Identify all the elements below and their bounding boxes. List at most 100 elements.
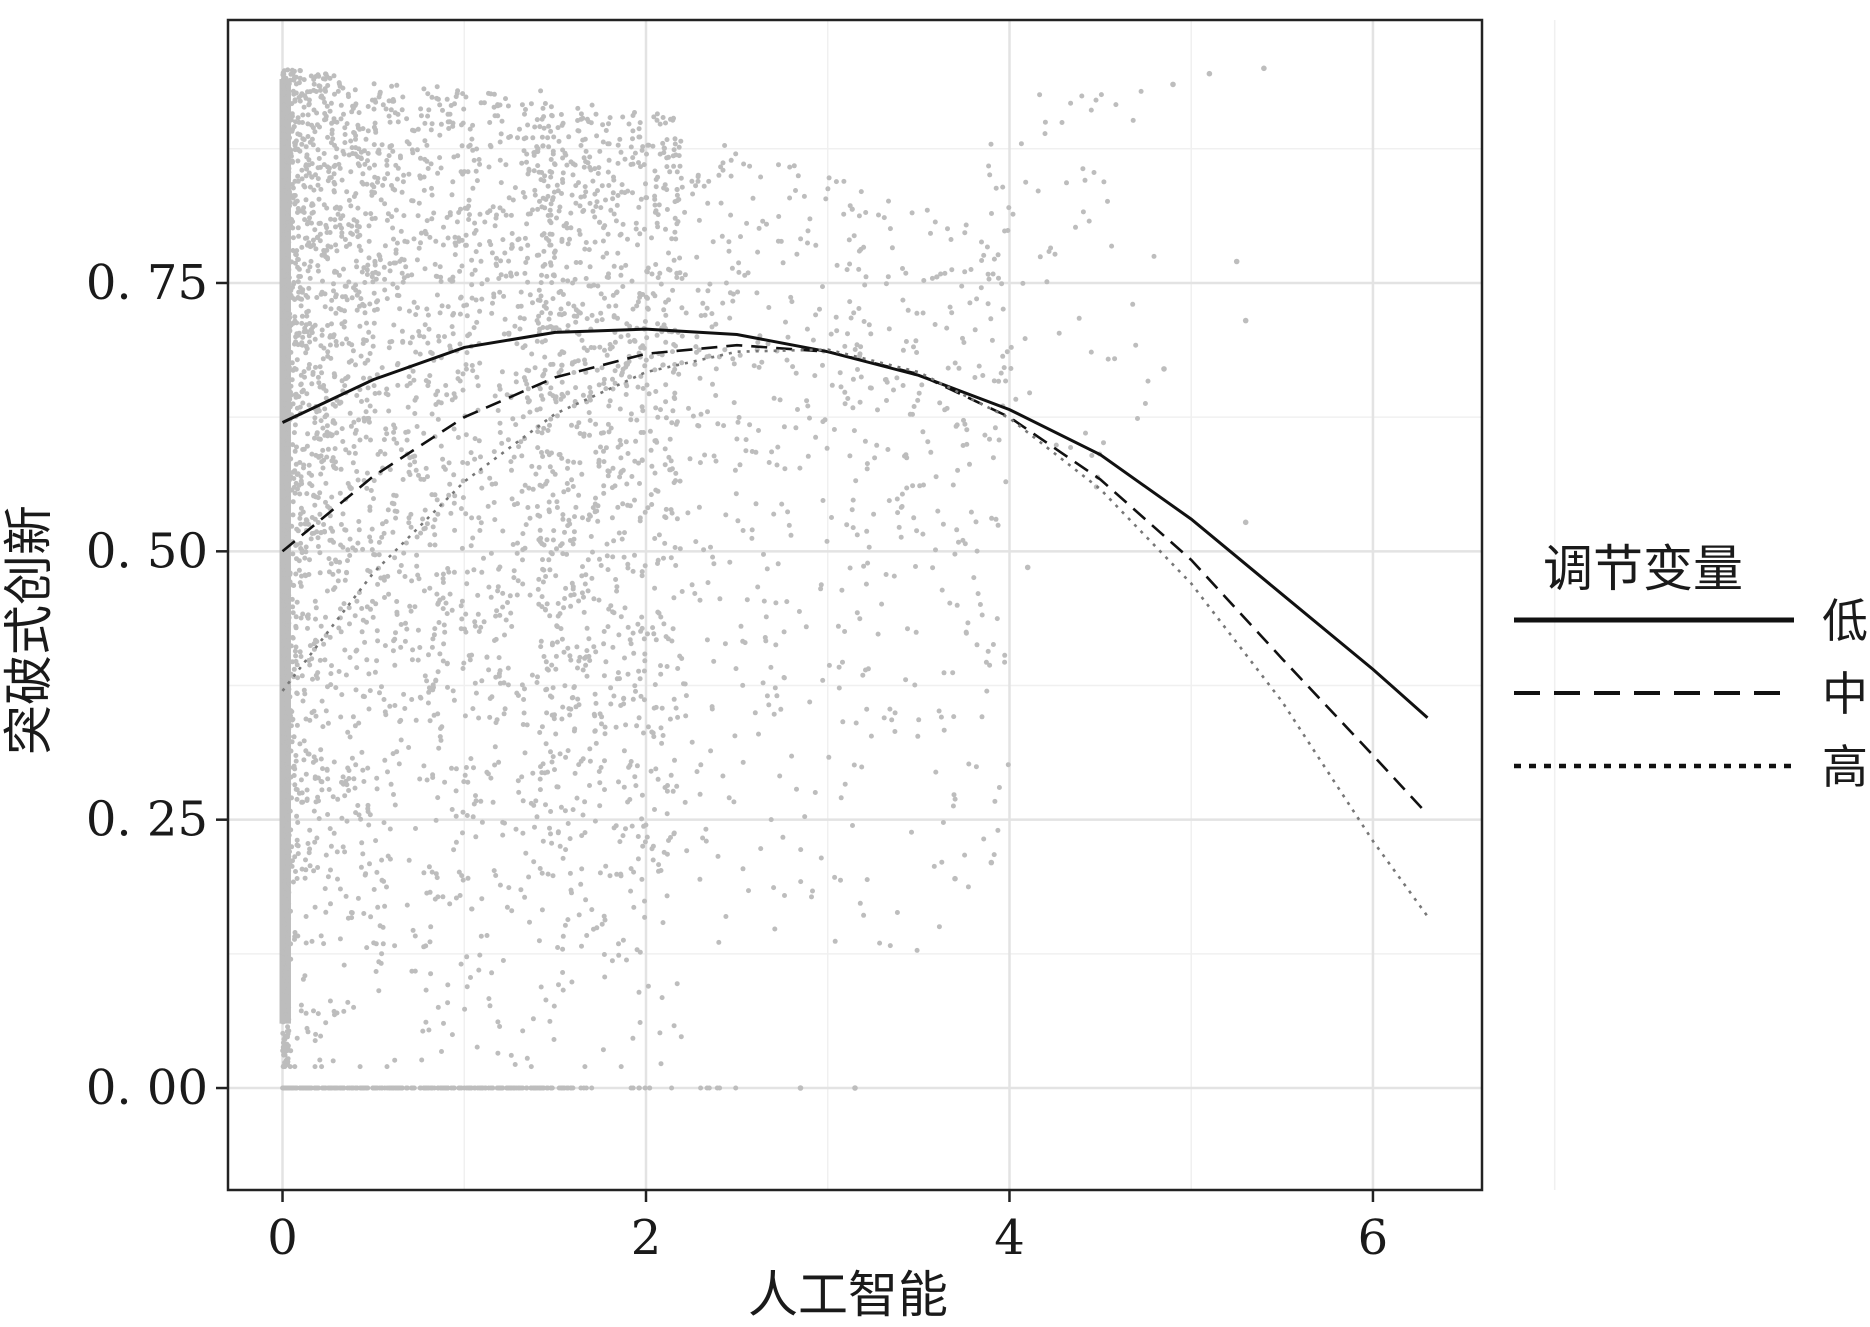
scatter-point	[1000, 354, 1005, 359]
scatter-point	[353, 810, 358, 815]
scatter-point	[470, 706, 475, 711]
scatter-point	[638, 345, 643, 350]
scatter-point	[320, 699, 325, 704]
scatter-point	[313, 774, 318, 779]
scatter-point	[591, 209, 596, 214]
scatter-point	[388, 857, 393, 862]
scatter-point	[794, 252, 799, 257]
scatter-point	[981, 837, 986, 842]
scatter-point	[498, 103, 503, 108]
scatter-point	[773, 600, 778, 605]
scatter-point	[949, 267, 954, 272]
scatter-point	[658, 152, 663, 157]
scatter-point	[622, 785, 627, 790]
scatter-point	[829, 332, 834, 337]
scatter-point	[357, 324, 362, 329]
scatter-point	[348, 411, 353, 416]
scatter-point	[543, 687, 548, 692]
scatter-point	[389, 183, 394, 188]
scatter-point	[584, 654, 589, 659]
scatter-point	[304, 96, 309, 101]
scatter-point	[328, 343, 333, 348]
scatter-point	[406, 172, 411, 177]
scatter-point	[536, 577, 541, 582]
scatter-point	[367, 223, 372, 228]
scatter-point	[821, 498, 826, 503]
scatter-point	[354, 393, 359, 398]
scatter-point	[578, 203, 583, 208]
scatter-point	[577, 912, 582, 917]
scatter-point	[750, 527, 755, 532]
scatter-point	[613, 368, 618, 373]
scatter-point	[952, 552, 957, 557]
scatter-point	[588, 201, 593, 206]
scatter-point	[380, 142, 385, 147]
scatter-point	[782, 893, 787, 898]
scatter-point	[472, 221, 477, 226]
scatter-point	[283, 500, 288, 505]
scatter-point	[291, 196, 296, 201]
scatter-point	[364, 657, 369, 662]
scatter-point	[571, 460, 576, 465]
scatter-point	[521, 798, 526, 803]
scatter-point	[382, 575, 387, 580]
scatter-point	[482, 220, 487, 225]
scatter-point	[422, 121, 427, 126]
scatter-point	[284, 379, 289, 384]
scatter-point	[303, 857, 308, 862]
scatter-point	[326, 169, 331, 174]
scatter-point	[348, 231, 353, 236]
scatter-point	[651, 631, 656, 636]
scatter-point	[476, 515, 481, 520]
scatter-point	[374, 969, 379, 974]
scatter-point	[310, 201, 315, 206]
scatter-point	[526, 386, 531, 391]
scatter-point	[644, 152, 649, 157]
scatter-point	[754, 290, 759, 295]
scatter-point	[620, 370, 625, 375]
scatter-point	[282, 833, 287, 838]
scatter-point	[675, 666, 680, 671]
scatter-point	[329, 101, 334, 106]
scatter-point	[328, 356, 333, 361]
scatter-point	[280, 992, 285, 997]
scatter-point	[847, 262, 852, 267]
scatter-point	[282, 286, 287, 291]
scatter-point	[414, 395, 419, 400]
scatter-point	[809, 894, 814, 899]
scatter-point	[695, 769, 700, 774]
scatter-point	[293, 449, 298, 454]
scatter-point	[391, 792, 396, 797]
scatter-point	[334, 248, 339, 253]
scatter-point	[747, 164, 752, 169]
scatter-point	[602, 952, 607, 957]
scatter-point	[450, 179, 455, 184]
scatter-point	[491, 294, 496, 299]
scatter-point	[671, 342, 676, 347]
scatter-point	[587, 433, 592, 438]
scatter-point	[319, 757, 324, 762]
scatter-point	[884, 377, 889, 382]
scatter-point	[728, 290, 733, 295]
scatter-point	[345, 121, 350, 126]
scatter-point	[319, 624, 324, 629]
scatter-point	[634, 221, 639, 226]
scatter-point	[493, 744, 498, 749]
scatter-point	[297, 558, 302, 563]
scatter-point	[541, 114, 546, 119]
scatter-point	[308, 244, 313, 249]
scatter-point	[448, 592, 453, 597]
scatter-point	[444, 601, 449, 606]
scatter-point	[326, 874, 331, 879]
scatter-point	[992, 852, 997, 857]
scatter-point	[328, 217, 333, 222]
scatter-point	[403, 264, 408, 269]
scatter-point	[558, 611, 563, 616]
scatter-point	[638, 676, 643, 681]
scatter-point	[564, 163, 569, 168]
scatter-point	[435, 512, 440, 517]
scatter-point	[559, 112, 564, 117]
scatter-point	[644, 358, 649, 363]
scatter-point	[616, 143, 621, 148]
scatter-point	[285, 1001, 290, 1006]
